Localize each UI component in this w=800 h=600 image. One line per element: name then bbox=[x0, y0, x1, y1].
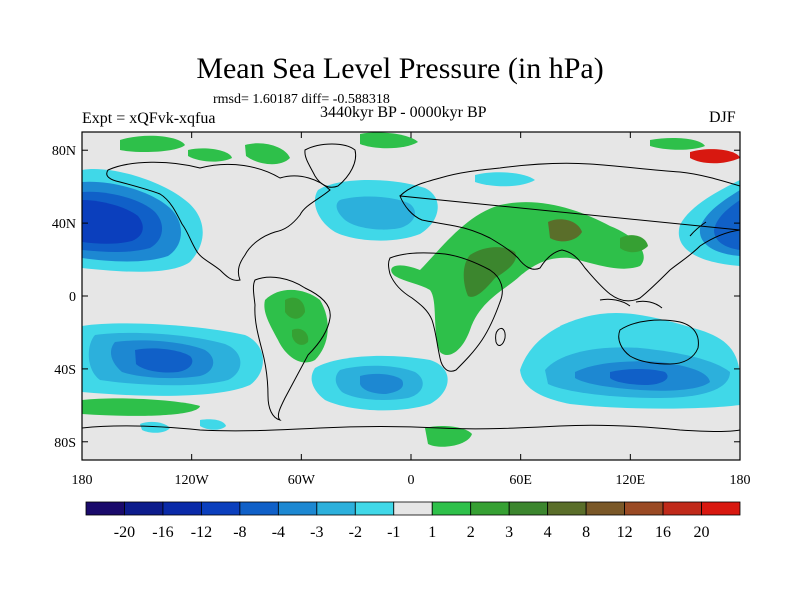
lat-tick-label: 40N bbox=[52, 217, 76, 232]
longitude-axis: 180 120W 60W 0 60E 120E 180 bbox=[72, 132, 751, 488]
period-label: 3440kyr BP - 0000kyr BP bbox=[320, 104, 487, 121]
antarctic-positive bbox=[82, 398, 472, 447]
colorbar-swatch bbox=[547, 501, 587, 516]
colorbar-label: 12 bbox=[617, 524, 633, 541]
north-atlantic-anomaly bbox=[314, 180, 438, 241]
colorbar-label: -20 bbox=[114, 524, 135, 541]
north-pacific-anomaly-west bbox=[82, 169, 203, 272]
stats-line: rmsd= 1.60187 diff= -0.588318 bbox=[213, 92, 390, 107]
greenland-outline bbox=[304, 143, 357, 188]
south-atlantic-anomaly bbox=[311, 355, 448, 411]
south-pacific-anomaly bbox=[82, 323, 263, 396]
colorbar-label: 8 bbox=[582, 524, 590, 541]
colorbar-swatch bbox=[393, 501, 433, 516]
lat-tick-label: 80S bbox=[54, 436, 76, 451]
colorbar-swatch bbox=[354, 501, 395, 516]
arctic-positive-patches bbox=[120, 132, 740, 187]
eurasia-outline bbox=[399, 162, 740, 302]
madagascar-outline bbox=[495, 327, 506, 346]
colorbar-swatch bbox=[585, 501, 625, 516]
colorbar-label: 3 bbox=[505, 524, 513, 541]
colorbar-label: 1 bbox=[428, 524, 436, 541]
colorbar-swatch bbox=[239, 501, 279, 516]
coastlines bbox=[82, 143, 740, 432]
colorbar-label: 16 bbox=[655, 524, 671, 541]
lon-tick-label: 60E bbox=[509, 473, 532, 488]
colorbar-label: 2 bbox=[467, 524, 475, 541]
experiment-label: Expt = xQFvk-xqfua bbox=[82, 110, 216, 127]
colorbar-label: -3 bbox=[310, 524, 323, 541]
colorbar-label: -1 bbox=[387, 524, 400, 541]
colorbar-swatch bbox=[431, 501, 472, 516]
colorbar-label: -12 bbox=[191, 524, 212, 541]
north-pacific-anomaly-east bbox=[678, 180, 740, 266]
colorbar-label: -4 bbox=[272, 524, 285, 541]
australia-outline bbox=[618, 319, 699, 365]
colorbar-swatch bbox=[277, 501, 318, 516]
latitude-axis: 80N 40N 0 40S 80S bbox=[52, 144, 740, 451]
lon-tick-label: 180 bbox=[72, 473, 93, 488]
contour-fields bbox=[82, 132, 740, 447]
colorbar-swatch bbox=[508, 501, 549, 516]
eurasia-africa-positive bbox=[391, 202, 648, 356]
colorbar: -20 -16 -12 -8 -4 -3 -2 -1 1 2 3 4 8 12 16 20 bbox=[85, 501, 741, 541]
colorbar-swatch bbox=[162, 501, 202, 516]
colorbar-label: -16 bbox=[152, 524, 173, 541]
colorbar-swatch bbox=[624, 501, 664, 516]
colorbar-label: -8 bbox=[233, 524, 246, 541]
lon-tick-label: 0 bbox=[408, 473, 415, 488]
colorbar-swatch bbox=[701, 501, 741, 516]
lat-tick-label: 0 bbox=[69, 290, 76, 305]
africa-outline bbox=[388, 252, 503, 372]
islands-outline bbox=[599, 221, 707, 309]
north-america-outline bbox=[106, 161, 331, 281]
antarctica-outline bbox=[82, 424, 740, 432]
colorbar-swatch bbox=[316, 501, 356, 516]
lat-tick-label: 40S bbox=[54, 363, 76, 378]
season-label: DJF bbox=[709, 109, 736, 126]
lon-tick-label: 120W bbox=[175, 473, 210, 488]
lon-tick-label: 180 bbox=[730, 473, 751, 488]
colorbar-swatch bbox=[201, 501, 241, 516]
indian-ocean-anomaly bbox=[520, 312, 740, 409]
lon-tick-label: 120E bbox=[616, 473, 646, 488]
colorbar-swatch bbox=[662, 501, 702, 516]
colorbar-swatch bbox=[124, 501, 164, 516]
colorbar-swatch bbox=[470, 501, 510, 516]
map-title: Mean Sea Level Pressure (in hPa) bbox=[196, 52, 604, 85]
colorbar-label: 20 bbox=[694, 524, 710, 541]
colorbar-label: 4 bbox=[544, 524, 552, 541]
lat-tick-label: 80N bbox=[52, 144, 76, 159]
south-america-positive bbox=[264, 289, 328, 363]
colorbar-label: -2 bbox=[349, 524, 362, 541]
south-america-outline bbox=[252, 276, 331, 421]
lon-tick-label: 60W bbox=[288, 473, 316, 488]
colorbar-swatch bbox=[85, 501, 125, 516]
